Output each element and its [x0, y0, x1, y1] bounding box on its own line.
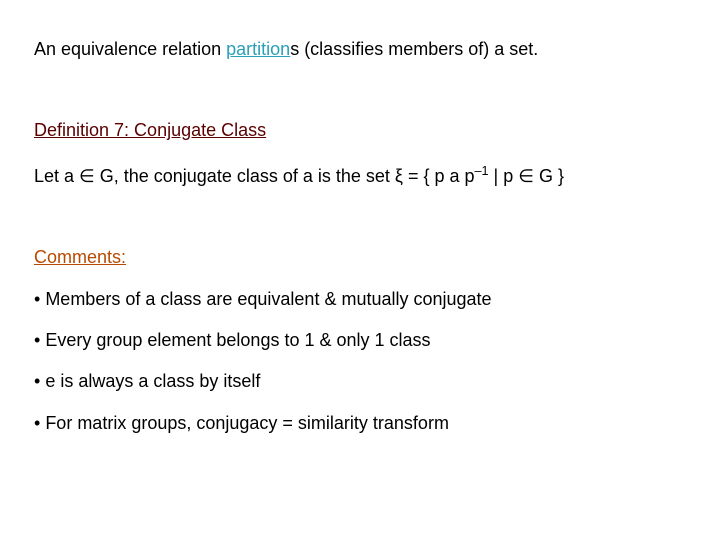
list-item: Members of a class are equivalent & mutu…	[34, 288, 686, 311]
comments-list: Members of a class are equivalent & mutu…	[34, 288, 686, 436]
list-item: Every group element belongs to 1 & only …	[34, 329, 686, 352]
def-elem-in: ∈	[79, 166, 95, 186]
comments-heading-text: Comments:	[34, 247, 126, 267]
def-post: G }	[534, 166, 564, 186]
def-pre: Let a	[34, 166, 79, 186]
comments-heading: Comments:	[34, 246, 686, 269]
definition-body: Let a ∈ G, the conjugate class of a is t…	[34, 165, 686, 188]
definition-heading-text: Definition 7: Conjugate Class	[34, 120, 266, 140]
def-sup: –1	[475, 164, 489, 178]
def-elem-in2: ∈	[518, 166, 534, 186]
spacer	[34, 83, 686, 119]
spacer	[34, 210, 686, 246]
slide: An equivalence relation partitions (clas…	[0, 0, 720, 540]
intro-pre: An equivalence relation	[34, 39, 226, 59]
intro-sentence: An equivalence relation partitions (clas…	[34, 38, 686, 61]
list-item: e is always a class by itself	[34, 370, 686, 393]
intro-post: s (classifies members of) a set.	[290, 39, 538, 59]
intro-keyword: partition	[226, 39, 290, 59]
list-item: For matrix groups, conjugacy = similarit…	[34, 412, 686, 435]
def-mid1: G, the conjugate class of a is the set ξ…	[95, 166, 475, 186]
definition-heading: Definition 7: Conjugate Class	[34, 119, 686, 142]
def-mid2: | p	[489, 166, 519, 186]
